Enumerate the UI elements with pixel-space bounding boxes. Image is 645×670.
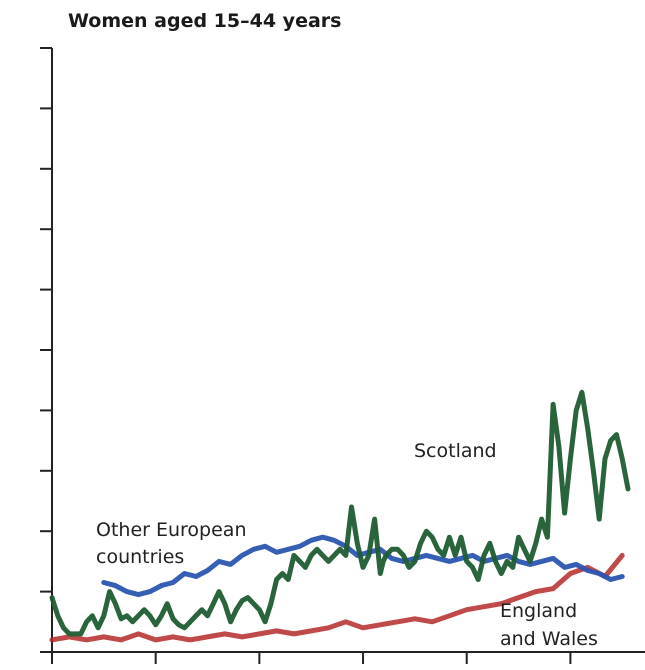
annotation-other-european-line2: countries xyxy=(96,546,184,568)
annotation-other-european-line1: Other European xyxy=(96,519,247,541)
series-line-other-european-countries xyxy=(101,534,625,598)
series-line-england-and-wales xyxy=(49,552,625,643)
series-lines xyxy=(49,389,631,643)
annotation-scotland: Scotland xyxy=(414,440,497,462)
y-axis-ticks xyxy=(40,47,52,653)
chart-annotations: Scotland Other European countries Englan… xyxy=(96,440,598,650)
annotation-england-line2: and Wales xyxy=(500,628,598,650)
chart-title: Women aged 15–44 years xyxy=(68,10,341,32)
series-line-scotland xyxy=(49,389,631,637)
annotation-england-line1: England xyxy=(500,600,577,622)
x-axis-ticks xyxy=(51,652,572,664)
